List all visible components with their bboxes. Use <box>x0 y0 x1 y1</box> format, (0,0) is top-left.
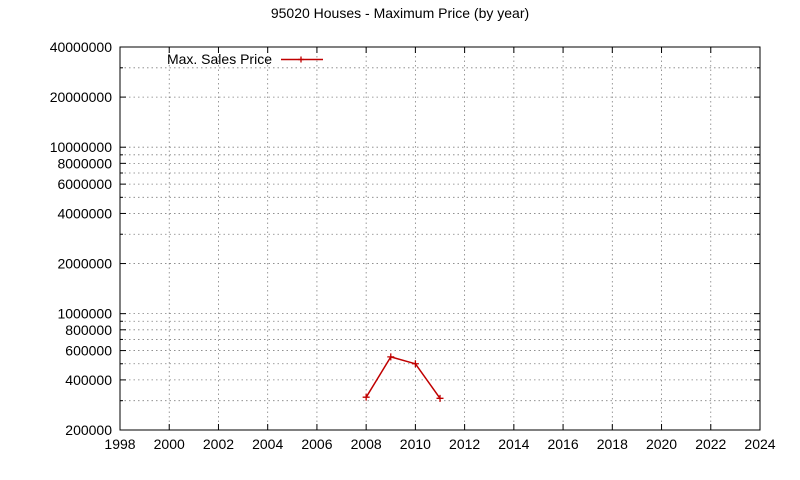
y-tick-label: 10000000 <box>50 139 113 155</box>
x-tick-label: 2022 <box>695 436 726 452</box>
x-tick-label: 2002 <box>203 436 234 452</box>
y-tick-label: 8000000 <box>57 155 112 171</box>
y-tick-label: 1000000 <box>57 306 112 322</box>
series-layer <box>362 353 444 402</box>
y-tick-label: 800000 <box>65 322 112 338</box>
x-tick-label: 1998 <box>104 436 135 452</box>
y-tick-label: 20000000 <box>50 89 113 105</box>
data-point <box>362 393 370 401</box>
axes: 1998 2000 2002 2004 2006 2008 2010 2012 2014 2016… <box>50 39 776 452</box>
x-tick-label: 2016 <box>547 436 578 452</box>
y-tick-label: 2000000 <box>57 256 112 272</box>
x-tick-label: 2004 <box>252 436 283 452</box>
data-point <box>436 394 444 402</box>
y-tick-label: 200000 <box>65 422 112 438</box>
x-tick-label: 2008 <box>351 436 382 452</box>
chart-title: 95020 Houses - Maximum Price (by year) <box>271 5 529 21</box>
y-tick-label: 40000000 <box>50 39 113 55</box>
legend-marker <box>298 56 304 63</box>
legend-label: Max. Sales Price <box>167 51 272 67</box>
x-tick-label: 2024 <box>744 436 775 452</box>
x-tick-label: 2006 <box>301 436 332 452</box>
x-tick-label: 2020 <box>646 436 677 452</box>
grid <box>120 47 760 430</box>
y-tick-label: 400000 <box>65 372 112 388</box>
x-tick-label: 2012 <box>449 436 480 452</box>
series-line <box>365 356 441 399</box>
y-tick-label: 4000000 <box>57 205 112 221</box>
x-tick-label: 2010 <box>400 436 431 452</box>
x-tick-label: 2000 <box>154 436 185 452</box>
legend: Max. Sales Price <box>167 51 323 67</box>
y-tick-label: 6000000 <box>57 176 112 192</box>
x-tick-label: 2018 <box>597 436 628 452</box>
plot-frame <box>119 46 761 431</box>
data-point <box>387 353 395 361</box>
data-point <box>411 360 419 368</box>
y-tick-label: 600000 <box>65 343 112 359</box>
x-tick-label: 2014 <box>498 436 529 452</box>
